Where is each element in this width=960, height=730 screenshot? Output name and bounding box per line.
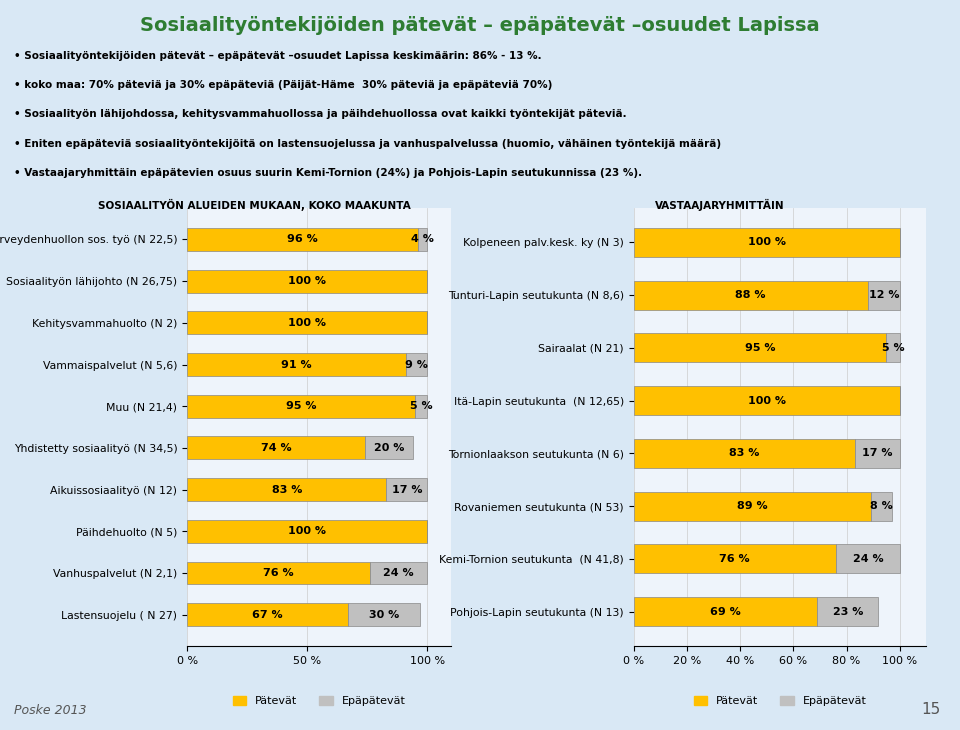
Bar	[817, 597, 878, 626]
Text: 4 %: 4 %	[411, 234, 434, 245]
Bar	[886, 334, 900, 362]
Text: 100 %: 100 %	[288, 276, 326, 286]
Bar	[187, 269, 427, 293]
Bar	[868, 281, 900, 310]
Bar	[634, 545, 836, 573]
Text: 100 %: 100 %	[748, 237, 785, 247]
Legend: Pätevät, Epäpätevät: Pätevät, Epäpätevät	[228, 691, 410, 710]
Bar	[365, 437, 413, 459]
Text: 96 %: 96 %	[287, 234, 318, 245]
Bar	[187, 520, 427, 542]
Bar	[634, 386, 900, 415]
Text: 74 %: 74 %	[261, 443, 291, 453]
Bar	[836, 545, 900, 573]
Bar	[416, 395, 427, 418]
Bar	[187, 478, 386, 501]
Text: 8 %: 8 %	[870, 502, 893, 511]
Text: Sosiaalityöntekijöiden pätevät – epäpätevät –osuudet Lapissa: Sosiaalityöntekijöiden pätevät – epäpäte…	[140, 16, 820, 35]
Text: • koko maa: 70% päteviä ja 30% epäpäteviä (Päijät-Häme  30% päteviä ja epäpätevi: • koko maa: 70% päteviä ja 30% epäpätevi…	[14, 80, 553, 91]
Text: SOSIAALITYÖN ALUEIDEN MUKAAN, KOKO MAAKUNTA: SOSIAALITYÖN ALUEIDEN MUKAAN, KOKO MAAKU…	[98, 199, 411, 211]
Text: 5 %: 5 %	[410, 402, 433, 411]
Text: 24 %: 24 %	[852, 554, 883, 564]
Text: 17 %: 17 %	[862, 448, 893, 458]
Bar	[871, 492, 892, 520]
Bar	[854, 439, 900, 468]
Text: 83 %: 83 %	[272, 485, 302, 495]
Bar	[386, 478, 427, 501]
Bar	[634, 492, 871, 520]
Text: 76 %: 76 %	[263, 568, 294, 578]
Text: 95 %: 95 %	[286, 402, 317, 411]
Text: 69 %: 69 %	[710, 607, 741, 617]
Bar	[634, 597, 817, 626]
Text: 89 %: 89 %	[736, 502, 767, 511]
Text: 15: 15	[922, 702, 941, 717]
Text: Poske 2013: Poske 2013	[14, 704, 87, 717]
Text: 100 %: 100 %	[288, 526, 326, 537]
Text: 23 %: 23 %	[832, 607, 863, 617]
Bar	[187, 603, 348, 626]
Text: 91 %: 91 %	[281, 359, 312, 369]
Text: • Sosiaalityön lähijohdossa, kehitysvammahuollossa ja päihdehuollossa ovat kaikk: • Sosiaalityön lähijohdossa, kehitysvamm…	[14, 110, 627, 120]
Bar	[187, 561, 370, 585]
Bar	[187, 312, 427, 334]
Text: 9 %: 9 %	[405, 359, 428, 369]
Bar	[634, 439, 854, 468]
Text: • Vastaajaryhmittäin epäpätevien osuus suurin Kemi-Tornion (24%) ja Pohjois-Lapi: • Vastaajaryhmittäin epäpätevien osuus s…	[14, 168, 642, 178]
Bar	[634, 281, 868, 310]
Bar	[187, 437, 365, 459]
Text: 67 %: 67 %	[252, 610, 283, 620]
Text: • Eniten epäpäteviä sosiaalityöntekijöitä on lastensuojelussa ja vanhuspalveluss: • Eniten epäpäteviä sosiaalityöntekijöit…	[14, 139, 722, 149]
Bar	[634, 228, 900, 257]
Text: 12 %: 12 %	[869, 291, 900, 300]
Text: 100 %: 100 %	[748, 396, 785, 406]
Text: 88 %: 88 %	[735, 291, 766, 300]
Bar	[418, 228, 427, 251]
Text: • Sosiaalityöntekijöiden pätevät – epäpätevät –osuudet Lapissa keskimäärin: 86% : • Sosiaalityöntekijöiden pätevät – epäpä…	[14, 51, 542, 61]
Bar	[406, 353, 427, 376]
Bar	[187, 228, 418, 251]
Text: 100 %: 100 %	[288, 318, 326, 328]
Text: 17 %: 17 %	[392, 485, 422, 495]
Text: 24 %: 24 %	[383, 568, 414, 578]
Text: 30 %: 30 %	[369, 610, 399, 620]
Legend: Pätevät, Epäpätevät: Pätevät, Epäpätevät	[689, 691, 871, 710]
Text: 76 %: 76 %	[719, 554, 750, 564]
Text: 83 %: 83 %	[729, 448, 759, 458]
Bar	[187, 395, 416, 418]
Text: 95 %: 95 %	[745, 343, 776, 353]
Bar	[348, 603, 420, 626]
Bar	[370, 561, 427, 585]
Bar	[187, 353, 406, 376]
Text: 5 %: 5 %	[882, 343, 904, 353]
Text: VASTAAJARYHMITTÄIN: VASTAAJARYHMITTÄIN	[655, 199, 785, 211]
Text: 20 %: 20 %	[373, 443, 404, 453]
Bar	[634, 334, 886, 362]
